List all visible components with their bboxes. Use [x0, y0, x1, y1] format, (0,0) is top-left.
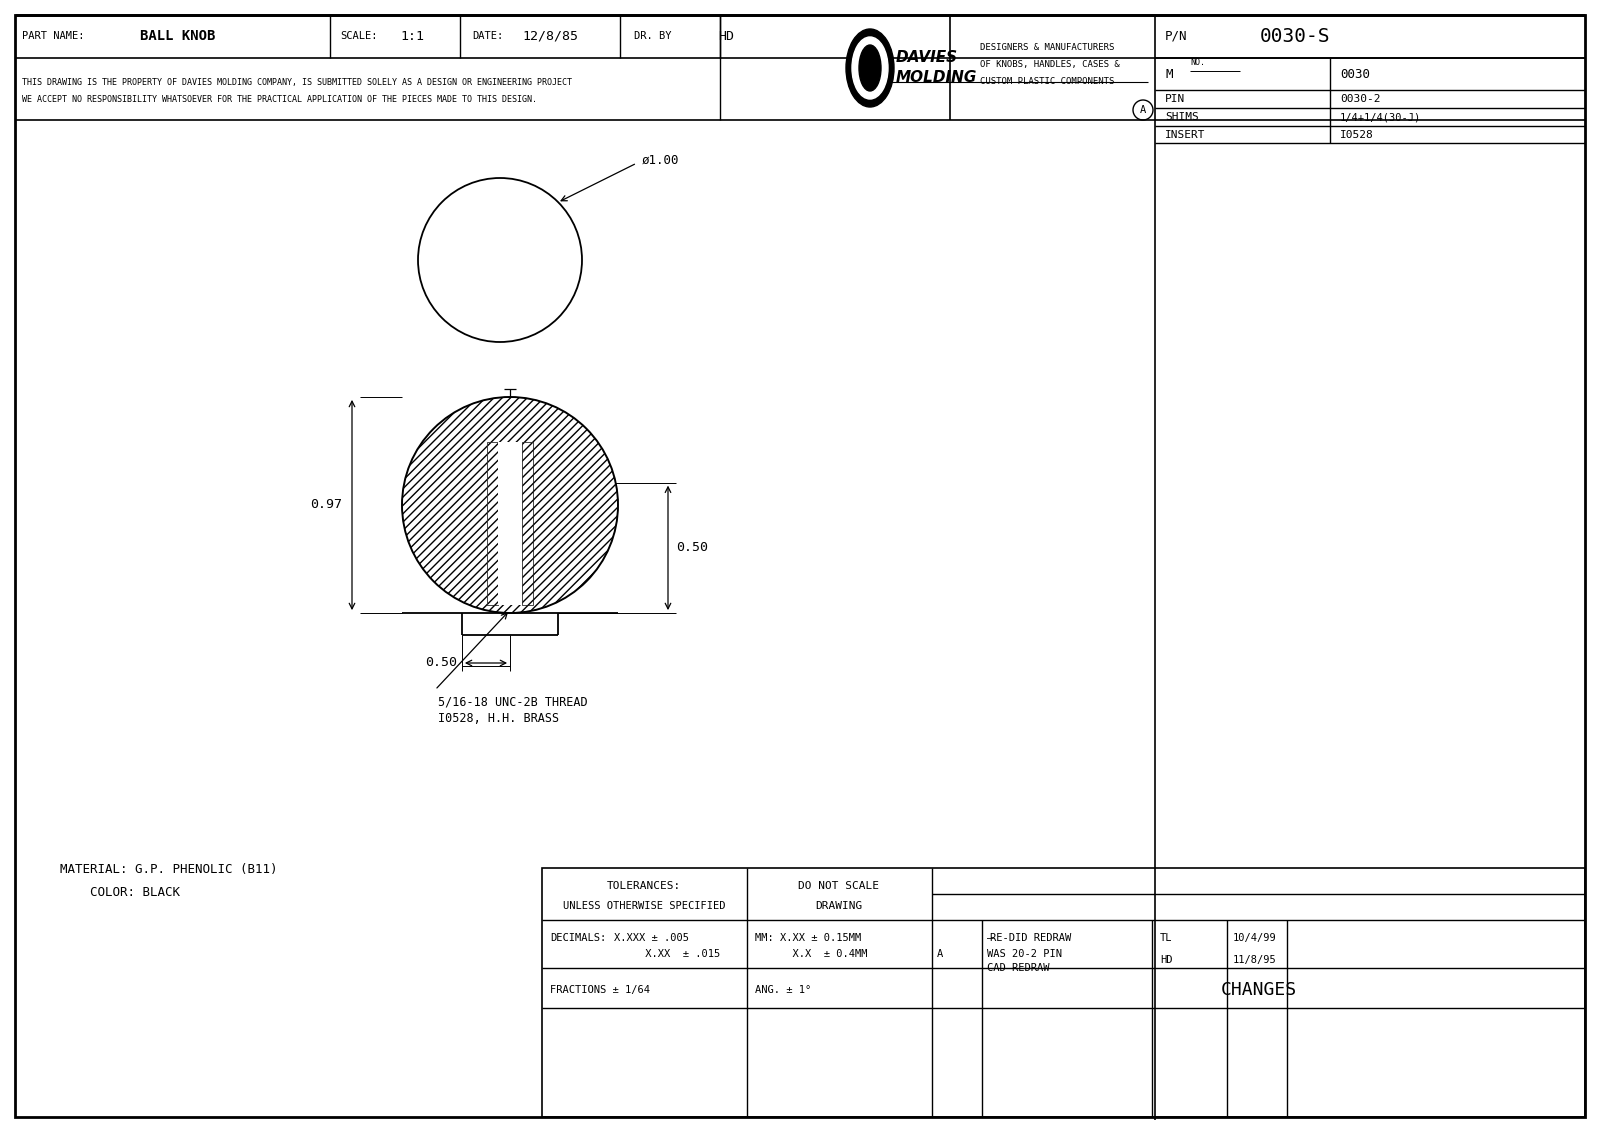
Text: OF KNOBS, HANDLES, CASES &: OF KNOBS, HANDLES, CASES &	[979, 60, 1120, 69]
Ellipse shape	[851, 37, 888, 98]
Bar	[542, 868, 1586, 1117]
Text: NO.: NO.	[1190, 58, 1205, 67]
Text: M: M	[1165, 68, 1173, 80]
Text: BALL KNOB: BALL KNOB	[141, 29, 216, 43]
Text: 0.50: 0.50	[426, 657, 458, 669]
Text: 0.50: 0.50	[675, 541, 707, 555]
Text: 1/4+1/4(30-J): 1/4+1/4(30-J)	[1341, 112, 1421, 122]
Ellipse shape	[846, 29, 894, 108]
Text: MM: X.XX ± 0.15MM: MM: X.XX ± 0.15MM	[755, 933, 861, 943]
Text: ø1.00: ø1.00	[642, 154, 680, 166]
Text: I0528, H.H. BRASS: I0528, H.H. BRASS	[438, 712, 558, 724]
Text: DAVIES: DAVIES	[896, 51, 958, 66]
Text: HD: HD	[718, 29, 734, 43]
Text: THIS DRAWING IS THE PROPERTY OF DAVIES MOLDING COMPANY, IS SUBMITTED SOLELY AS A: THIS DRAWING IS THE PROPERTY OF DAVIES M…	[22, 77, 573, 86]
Text: PIN: PIN	[1165, 94, 1186, 104]
Text: DO NOT SCALE: DO NOT SCALE	[798, 881, 880, 891]
Text: 10/4/99: 10/4/99	[1234, 933, 1277, 943]
Text: SHIMS: SHIMS	[1165, 112, 1198, 122]
Text: 0030-S: 0030-S	[1261, 26, 1331, 45]
Text: WAS 20-2 PIN: WAS 20-2 PIN	[987, 949, 1062, 959]
Text: DRAWING: DRAWING	[816, 901, 862, 911]
Text: X.XXX ± .005: X.XXX ± .005	[614, 933, 690, 943]
Text: COLOR: BLACK: COLOR: BLACK	[61, 885, 179, 899]
Text: CHANGES: CHANGES	[1221, 981, 1296, 1000]
Text: 0030-2: 0030-2	[1341, 94, 1381, 104]
Text: DR. BY: DR. BY	[634, 31, 672, 41]
Bar	[498, 441, 522, 604]
Circle shape	[418, 178, 582, 342]
Ellipse shape	[859, 45, 882, 91]
Text: DATE:: DATE:	[472, 31, 504, 41]
Text: SCALE:: SCALE:	[339, 31, 378, 41]
Text: DECIMALS:: DECIMALS:	[550, 933, 606, 943]
Text: CUSTOM PLASTIC COMPONENTS: CUSTOM PLASTIC COMPONENTS	[979, 77, 1114, 86]
Text: 12/8/85: 12/8/85	[522, 29, 578, 43]
Text: 0.97: 0.97	[310, 498, 342, 512]
Text: TOLERANCES:: TOLERANCES:	[606, 881, 682, 891]
Bar	[486, 441, 533, 604]
Bar	[486, 441, 498, 604]
Text: 0030: 0030	[1341, 68, 1370, 80]
Text: DESIGNERS & MANUFACTURERS: DESIGNERS & MANUFACTURERS	[979, 43, 1114, 51]
Text: FRACTIONS ± 1/64: FRACTIONS ± 1/64	[550, 985, 650, 995]
Text: HD: HD	[1160, 955, 1173, 964]
Text: CAD REDRAW: CAD REDRAW	[987, 963, 1050, 974]
Text: 1:1: 1:1	[400, 29, 424, 43]
Text: —: —	[987, 933, 994, 943]
Circle shape	[402, 397, 618, 614]
Text: ANG. ± 1°: ANG. ± 1°	[755, 985, 811, 995]
Text: MATERIAL: G.P. PHENOLIC (B11): MATERIAL: G.P. PHENOLIC (B11)	[61, 864, 277, 876]
Text: MOLDING: MOLDING	[896, 70, 978, 86]
Text: UNLESS OTHERWISE SPECIFIED: UNLESS OTHERWISE SPECIFIED	[563, 901, 725, 911]
Text: P/N: P/N	[1165, 29, 1187, 43]
Text: A: A	[1139, 105, 1146, 115]
Text: TL: TL	[1160, 933, 1173, 943]
Text: X.XX  ± .015: X.XX ± .015	[614, 949, 720, 959]
Text: I0528: I0528	[1341, 130, 1374, 140]
Text: 11/8/95: 11/8/95	[1234, 955, 1277, 964]
Text: 5/16-18 UNC-2B THREAD: 5/16-18 UNC-2B THREAD	[438, 695, 587, 709]
Text: WE ACCEPT NO RESPONSIBILITY WHATSOEVER FOR THE PRACTICAL APPLICATION OF THE PIEC: WE ACCEPT NO RESPONSIBILITY WHATSOEVER F…	[22, 95, 538, 104]
Text: RE-DID REDRAW: RE-DID REDRAW	[990, 933, 1072, 943]
Text: X.X  ± 0.4MM: X.X ± 0.4MM	[755, 949, 867, 959]
Text: INSERT: INSERT	[1165, 130, 1205, 140]
Text: PART NAME:: PART NAME:	[22, 31, 85, 41]
Bar	[522, 441, 533, 604]
Text: A: A	[938, 949, 944, 959]
